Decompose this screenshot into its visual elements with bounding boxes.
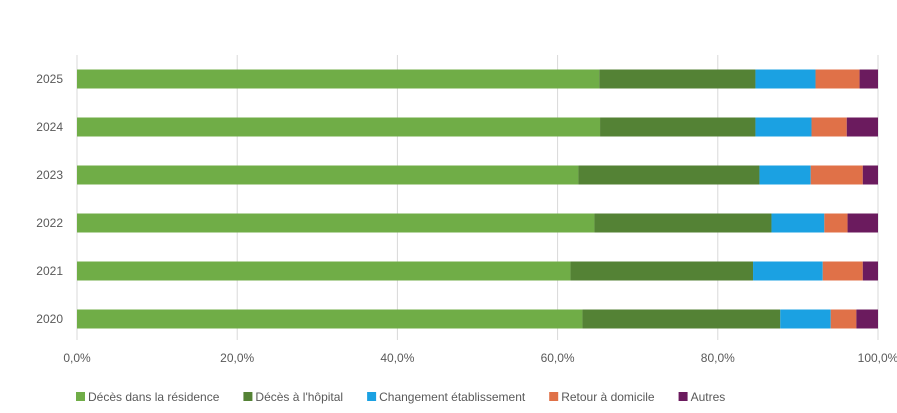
legend-swatch [76,392,85,401]
bar-segment [856,309,878,329]
bar-segment [582,309,781,329]
x-tick-label: 100,0% [858,351,897,365]
y-axis-labels: 2025 2024 2023 2022 2021 2020 [36,72,63,326]
bar-segment [824,213,848,233]
legend-swatch [678,392,688,401]
y-tick-label: 2023 [36,168,63,182]
y-tick-label: 2025 [36,72,63,86]
bar-segment [810,165,863,185]
bar-segment [811,117,847,137]
bar-segment [77,261,571,281]
x-tick-label: 80,0% [701,351,735,365]
bar-segment [600,117,756,137]
bars [77,69,878,329]
y-tick-label: 2021 [36,264,63,278]
bar-segment [753,261,823,281]
x-tick-label: 60,0% [541,351,575,365]
legend-label: Décès dans la résidence [88,390,220,404]
bar-segment [862,165,878,185]
bar-segment [77,69,600,89]
legend-swatch [367,392,377,401]
bar-segment [77,213,595,233]
bar-segment [830,309,857,329]
grid-lines [76,55,879,340]
legend-label: Décès à l'hôpital [255,390,343,404]
bar-segment [847,213,878,233]
x-tick-label: 40,0% [380,351,414,365]
bar-segment [77,117,601,137]
bar-segment [77,309,583,329]
bar-segment [578,165,760,185]
legend-swatch [243,392,253,401]
y-tick-label: 2022 [36,216,63,230]
legend-label: Autres [691,390,726,404]
bar-segment [822,261,863,281]
x-tick-label: 0,0% [63,351,91,365]
legend-label: Retour à domicile [561,390,655,404]
bar-segment [780,309,831,329]
bar-segment [846,117,878,137]
bar-segment [594,213,772,233]
bar-segment [570,261,754,281]
bar-segment [771,213,825,233]
bar-segment [599,69,756,89]
y-tick-label: 2020 [36,312,63,326]
x-axis-labels: 0,0% 20,0% 40,0% 60,0% 80,0% 100,0% [63,351,897,365]
bar-segment [815,69,860,89]
bar-segment [759,165,811,185]
bar-segment [755,117,812,137]
legend-swatch [549,392,559,401]
legend: Décès dans la résidence Décès à l'hôpital… [76,390,725,404]
y-tick-label: 2024 [36,120,63,134]
bar-segment [862,261,878,281]
bar-segment [859,69,878,89]
legend-label: Changement établissement [379,390,526,404]
x-tick-label: 20,0% [220,351,254,365]
bar-segment [77,165,579,185]
bar-segment [755,69,816,89]
